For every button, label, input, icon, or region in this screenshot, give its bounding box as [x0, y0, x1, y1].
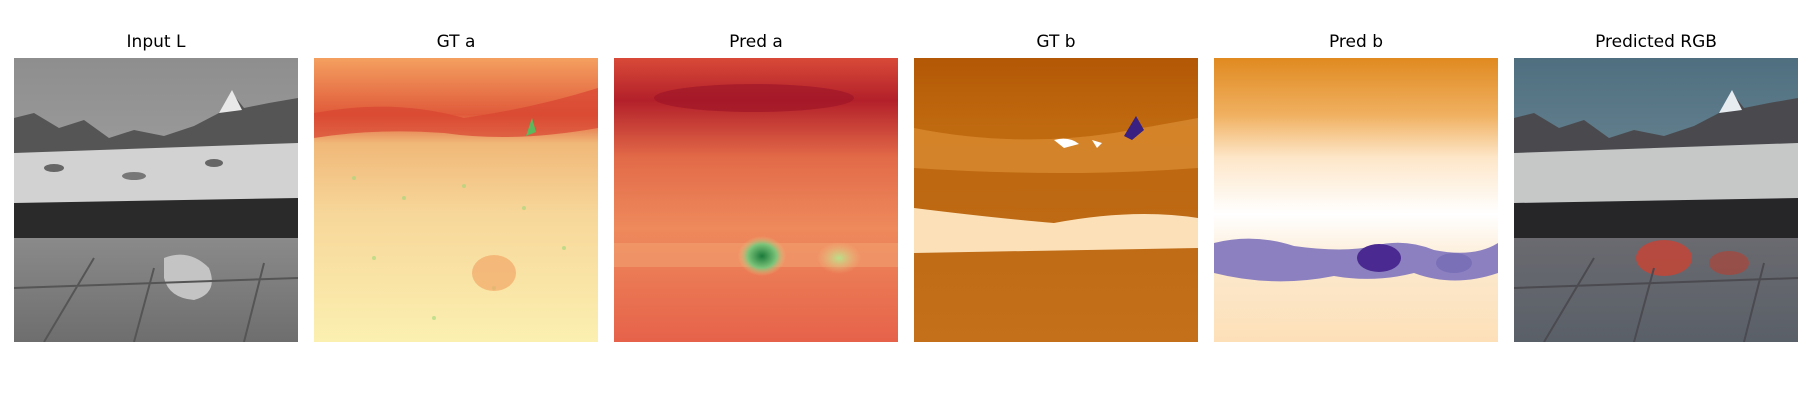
pred-b-image	[1214, 58, 1498, 342]
panel-title: Pred a	[729, 32, 783, 52]
input-l-image	[14, 58, 298, 342]
gt-b-image	[914, 58, 1198, 342]
panel-title: Predicted RGB	[1595, 32, 1717, 52]
panel-pred-b: Pred b	[1214, 0, 1498, 400]
panel-gt-b: GT b	[914, 0, 1198, 400]
panel-pred-a: Pred a	[614, 0, 898, 400]
panel-title: GT a	[436, 32, 476, 52]
panel-input-l: Input L	[14, 0, 298, 400]
panel-title: Input L	[126, 32, 186, 52]
panel-title: GT b	[1036, 32, 1076, 52]
panel-gt-a: GT a	[314, 0, 598, 400]
panel-predicted-rgb: Predicted RGB	[1514, 0, 1798, 400]
pred-a-image	[614, 58, 898, 342]
gt-a-image	[314, 58, 598, 342]
panel-title: Pred b	[1328, 32, 1383, 52]
predicted-rgb-image	[1514, 58, 1798, 342]
